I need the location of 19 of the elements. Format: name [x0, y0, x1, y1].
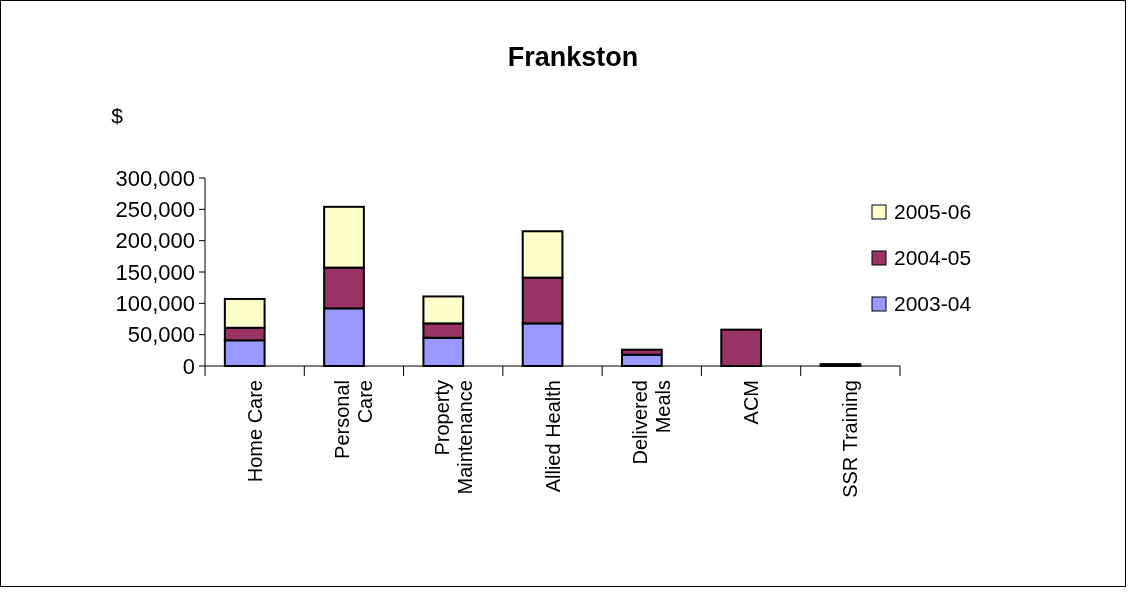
y-tick-label: 100,000 — [115, 291, 195, 317]
x-tick-label: SSR Training — [839, 380, 862, 498]
y-tick-label: 50,000 — [127, 322, 195, 348]
x-tick-label: Delivered Meals — [629, 380, 675, 465]
y-tick-label: 250,000 — [115, 197, 195, 223]
y-tick-label: 0 — [182, 353, 195, 379]
legend-label: 2004-05 — [894, 246, 972, 270]
x-tick-label: Home Care — [243, 380, 266, 483]
legend-label: 2003-04 — [894, 292, 972, 316]
x-tick-label: Personal Care — [331, 380, 377, 459]
x-tick-label: ACM — [740, 380, 763, 425]
chart-title: Frankston — [507, 42, 639, 72]
y-tick-label: 150,000 — [115, 259, 195, 285]
y-axis-title: $ — [111, 104, 124, 127]
x-tick-label: Property Maintenance — [430, 380, 476, 495]
x-tick-label: Allied Health — [541, 380, 564, 493]
legend-label: 2005-06 — [894, 200, 972, 224]
y-tick-label: 200,000 — [115, 228, 195, 254]
y-tick-label: 300,000 — [115, 165, 195, 191]
